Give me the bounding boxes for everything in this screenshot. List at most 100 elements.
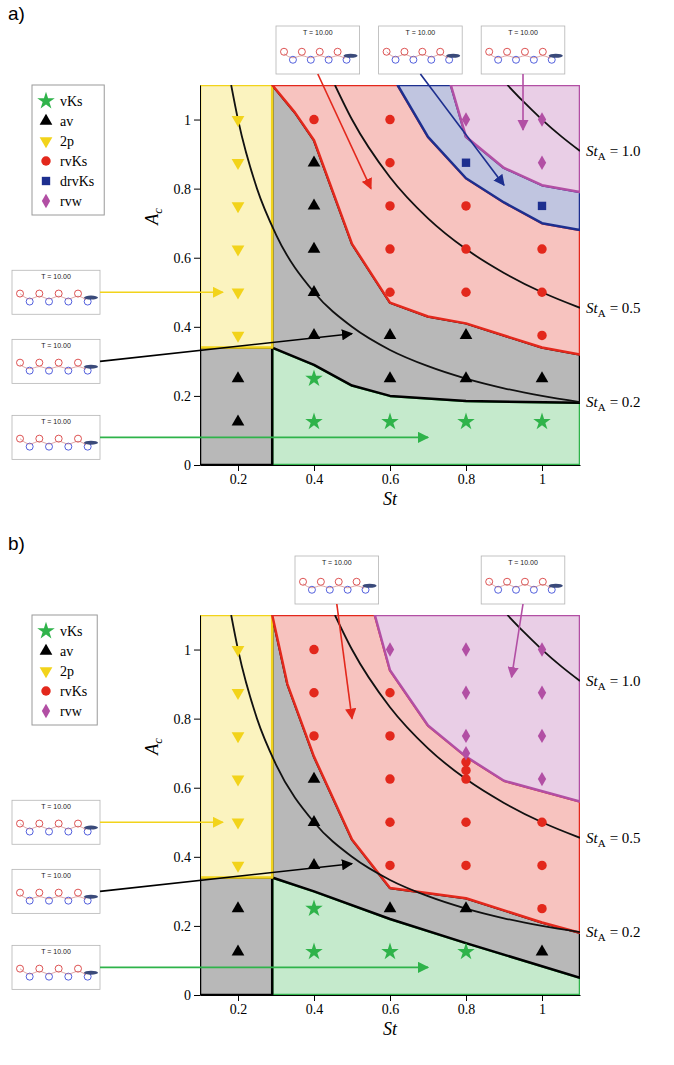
legend-symbol <box>41 686 50 695</box>
tick: 0.8 <box>174 182 201 197</box>
legend-symbol <box>40 114 53 125</box>
curve-label: StA= 1.0 <box>586 143 641 162</box>
region <box>200 85 272 348</box>
point <box>385 201 394 210</box>
y-axis-title-sub: c <box>150 738 165 744</box>
tick-label: 1 <box>184 643 191 658</box>
vortex <box>17 290 24 297</box>
vortex <box>353 578 360 585</box>
figure: a)0.20.40.60.8100.20.40.60.81StAcStA= 1.… <box>0 0 674 1065</box>
vortex <box>504 48 511 55</box>
point <box>305 369 322 386</box>
point-series <box>305 899 474 959</box>
legend-symbol <box>42 194 50 208</box>
legend-symbol <box>37 622 54 639</box>
point <box>537 861 546 870</box>
point <box>385 861 394 870</box>
tick-label: 0.2 <box>174 919 192 934</box>
point <box>309 645 318 654</box>
inset-frame <box>379 26 463 74</box>
inset: T = 10.00 <box>12 869 100 913</box>
legend-label: rvKs <box>60 154 87 169</box>
tick-label: 0.2 <box>230 1002 248 1017</box>
iso-curve <box>507 85 580 151</box>
foil <box>84 895 98 899</box>
tick: 0.6 <box>174 251 201 266</box>
vortex <box>298 48 305 55</box>
region <box>200 348 272 465</box>
foil <box>84 971 98 975</box>
point <box>308 199 321 210</box>
tick-mark <box>194 396 200 397</box>
iso-curve <box>335 615 580 838</box>
inset: T = 10.00 <box>276 26 360 74</box>
inset: T = 10.00 <box>12 945 100 989</box>
legend-symbol <box>42 177 50 185</box>
point <box>232 245 245 256</box>
curve-label-part: St <box>586 673 599 689</box>
panel-letter: b) <box>8 533 25 554</box>
legend-symbol <box>41 156 50 165</box>
tick-label: 0.4 <box>174 850 192 865</box>
point <box>460 371 473 382</box>
tick-label: 0.6 <box>382 1002 400 1017</box>
streak-line <box>489 54 550 58</box>
point <box>232 289 245 300</box>
region <box>398 85 580 230</box>
tick: 0.2 <box>230 995 248 1017</box>
point <box>385 774 394 783</box>
vortex <box>17 359 24 366</box>
iso-curve <box>231 85 580 402</box>
inset-label: T = 10.00 <box>41 948 71 955</box>
point <box>385 688 394 697</box>
point <box>460 901 473 912</box>
inset-arrow <box>337 604 352 719</box>
y-axis: 0 0.2 0.4 0.6 0.8 1 <box>174 616 201 1003</box>
curve-label-part: = 1.0 <box>610 673 641 689</box>
foil <box>84 365 98 369</box>
inset-frame <box>12 415 100 459</box>
region <box>272 85 580 354</box>
point <box>461 201 470 210</box>
legend-label: av <box>60 644 73 659</box>
point <box>232 862 245 873</box>
point <box>457 943 474 960</box>
point <box>537 288 546 297</box>
inset-frame <box>481 556 565 604</box>
point <box>385 818 394 827</box>
inset-arrow <box>522 74 524 130</box>
inset-label: T = 10.00 <box>508 29 538 36</box>
point-series <box>309 115 546 340</box>
point <box>462 159 470 167</box>
vortex <box>17 889 24 896</box>
tick: 0.6 <box>174 781 201 796</box>
legend-symbol <box>37 92 54 109</box>
legend-symbol <box>42 704 50 718</box>
point <box>461 774 470 783</box>
x-axis-title: St <box>383 1019 398 1039</box>
point <box>462 746 470 760</box>
tick-label: 0 <box>184 988 191 1003</box>
tick-label: 1 <box>184 113 191 128</box>
tick-label: 0.8 <box>174 712 192 727</box>
legend-label: rvw <box>60 704 83 719</box>
y-axis: 00.20.40.60.81 <box>174 86 201 473</box>
point <box>538 772 546 786</box>
tick: 0.4 <box>174 320 201 335</box>
inset-label: T = 10.00 <box>303 29 333 36</box>
tick-mark <box>390 465 391 471</box>
plot-area <box>200 85 580 465</box>
tick-mark <box>466 465 467 471</box>
inset-label: T = 10.00 <box>508 559 538 566</box>
point-series <box>232 646 245 873</box>
vortex <box>317 578 324 585</box>
point <box>462 686 470 700</box>
vortex <box>486 48 493 55</box>
curve-label-part: St <box>586 830 599 846</box>
foil <box>84 296 98 300</box>
tick-mark <box>390 995 391 1001</box>
tick-label: 0.4 <box>306 472 324 487</box>
streak-line <box>284 54 345 58</box>
vortex <box>17 965 24 972</box>
tick: 0.8 <box>458 995 476 1017</box>
